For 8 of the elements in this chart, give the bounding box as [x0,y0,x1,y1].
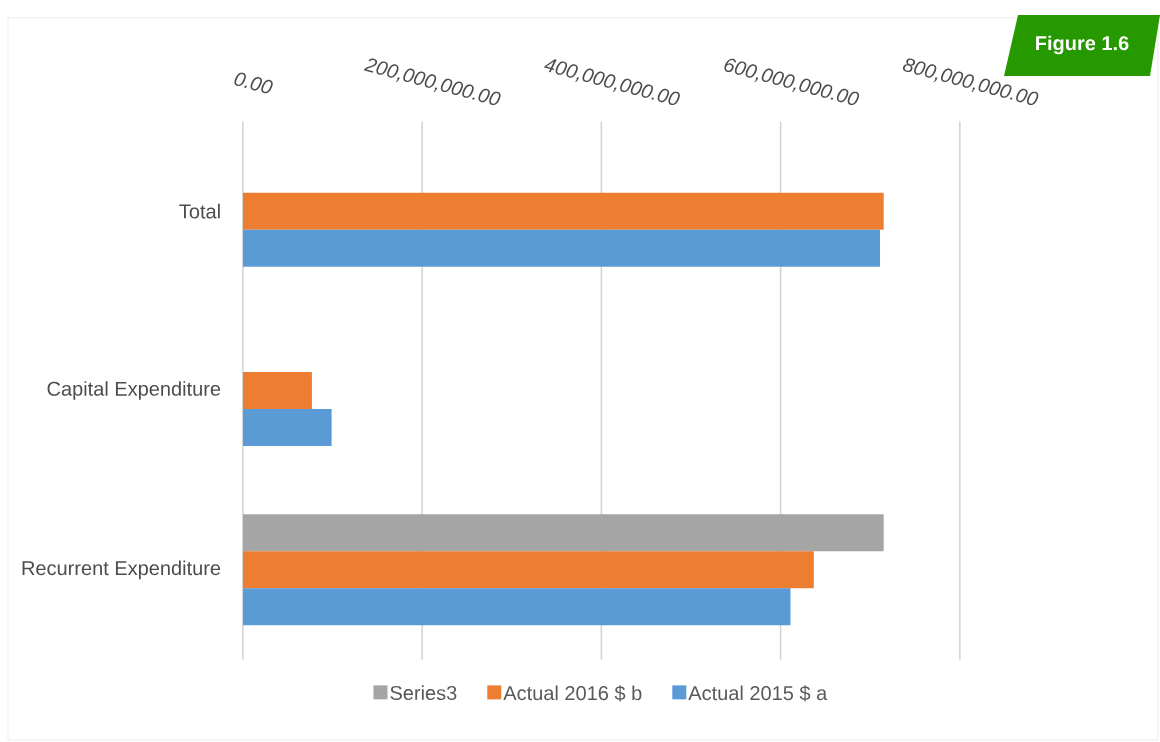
x-tick-label: 0.00 [234,72,273,94]
legend-label: Actual 2016 $ b [503,685,642,702]
y-tick-label: Total [179,203,220,219]
legend-label: Series3 [390,685,457,701]
y-tick-label: Recurrent Expenditure [22,560,221,580]
y-tick-label: Capital Expenditure [47,381,221,400]
caption: Figure 1.6 [1036,35,1129,55]
legend-label: Actual 2015 $ a [688,685,828,702]
